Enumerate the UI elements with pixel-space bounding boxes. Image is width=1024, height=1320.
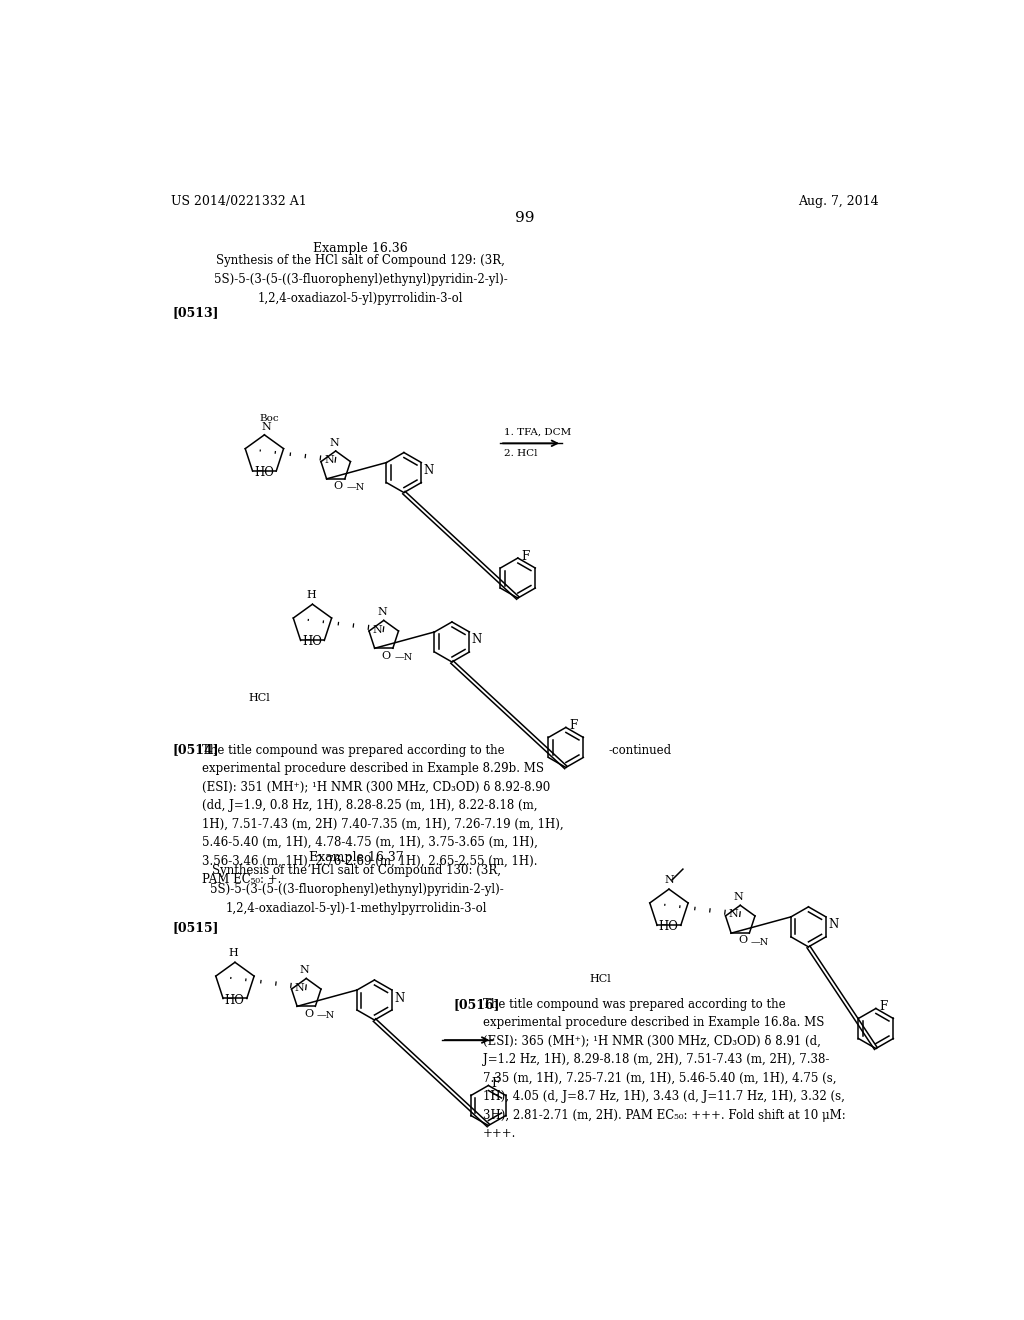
Text: O: O	[334, 482, 342, 491]
Text: N: N	[472, 634, 482, 647]
Text: —N: —N	[346, 483, 365, 492]
Text: HCl: HCl	[248, 693, 270, 704]
Text: [0513]: [0513]	[172, 306, 219, 319]
Text: [0516]: [0516]	[454, 998, 500, 1011]
Text: —N: —N	[316, 1011, 335, 1020]
Text: 2. HCl: 2. HCl	[504, 449, 538, 458]
Text: Boc: Boc	[259, 413, 279, 422]
Text: F: F	[492, 1077, 500, 1090]
Text: Synthesis of the HCl salt of Compound 130: (3R,
5S)-5-(3-(5-((3-fluorophenyl)eth: Synthesis of the HCl salt of Compound 13…	[210, 863, 504, 915]
Text: 99: 99	[515, 211, 535, 224]
Text: [0514]: [0514]	[172, 743, 219, 756]
Text: The title compound was prepared according to the
experimental procedure describe: The title compound was prepared accordin…	[483, 998, 846, 1140]
Text: F: F	[879, 1001, 887, 1014]
Text: F: F	[521, 550, 529, 564]
Text: O: O	[381, 651, 390, 660]
Text: [0515]: [0515]	[172, 921, 219, 933]
Text: HO: HO	[302, 635, 322, 648]
Text: HCl: HCl	[589, 974, 611, 985]
Text: N: N	[377, 607, 387, 618]
Text: HO: HO	[224, 994, 245, 1007]
Text: N: N	[665, 875, 674, 886]
Text: 1. TFA, DCM: 1. TFA, DCM	[504, 428, 571, 437]
Text: F: F	[569, 719, 578, 733]
Text: N: N	[330, 438, 339, 447]
Text: -continued: -continued	[608, 743, 672, 756]
Text: N: N	[424, 465, 434, 477]
Text: US 2014/0221332 A1: US 2014/0221332 A1	[171, 195, 306, 209]
Text: HO: HO	[254, 466, 273, 479]
Text: N: N	[372, 624, 382, 635]
Text: Example 16.36: Example 16.36	[313, 242, 408, 255]
Text: N: N	[828, 919, 839, 932]
Text: H: H	[306, 590, 315, 601]
Text: O: O	[738, 936, 748, 945]
Text: N: N	[734, 892, 743, 903]
Text: —N: —N	[751, 937, 769, 946]
Text: N: N	[324, 455, 334, 465]
Text: N: N	[729, 909, 738, 920]
Text: Example 16.37: Example 16.37	[309, 851, 403, 865]
Text: N: N	[300, 965, 309, 975]
Text: N: N	[261, 422, 270, 432]
Text: H: H	[228, 949, 239, 958]
Text: Aug. 7, 2014: Aug. 7, 2014	[799, 195, 879, 209]
Text: O: O	[304, 1008, 313, 1019]
Text: HO: HO	[658, 920, 679, 933]
Text: The title compound was prepared according to the
experimental procedure describe: The title compound was prepared accordin…	[202, 743, 563, 886]
Text: Synthesis of the HCl salt of Compound 129: (3R,
5S)-5-(3-(5-((3-fluorophenyl)eth: Synthesis of the HCl salt of Compound 12…	[214, 253, 507, 305]
Text: N: N	[394, 991, 404, 1005]
Text: N: N	[295, 982, 304, 993]
Text: —N: —N	[394, 653, 413, 661]
